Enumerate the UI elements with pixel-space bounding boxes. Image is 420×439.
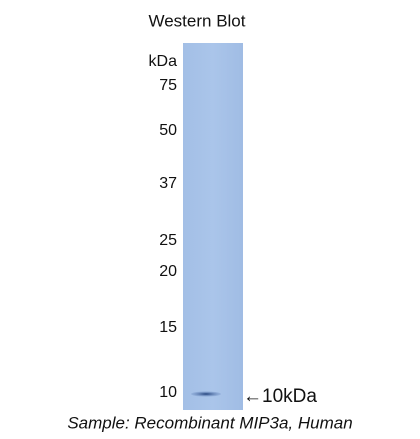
caption: Sample: Recombinant MIP3a, Human bbox=[67, 413, 352, 432]
marker-label: 20 bbox=[159, 263, 177, 280]
gel-lane bbox=[183, 43, 243, 410]
band-label: ←10kDa bbox=[243, 386, 317, 407]
marker-label: 37 bbox=[159, 175, 177, 192]
unit-label: kDa bbox=[149, 53, 178, 70]
title: Western Blot bbox=[148, 11, 245, 30]
marker-label: 50 bbox=[159, 122, 177, 139]
marker-label: 25 bbox=[159, 232, 177, 249]
marker-labels: 75 50 37 25 20 15 10 bbox=[159, 77, 177, 401]
protein-band bbox=[191, 391, 221, 396]
figure: Western Blot kDa 75 50 37 25 20 15 10 ←10kDa S… bbox=[0, 0, 420, 439]
marker-label: 10 bbox=[159, 384, 177, 401]
marker-label: 75 bbox=[159, 77, 177, 94]
marker-label: 15 bbox=[159, 319, 177, 336]
